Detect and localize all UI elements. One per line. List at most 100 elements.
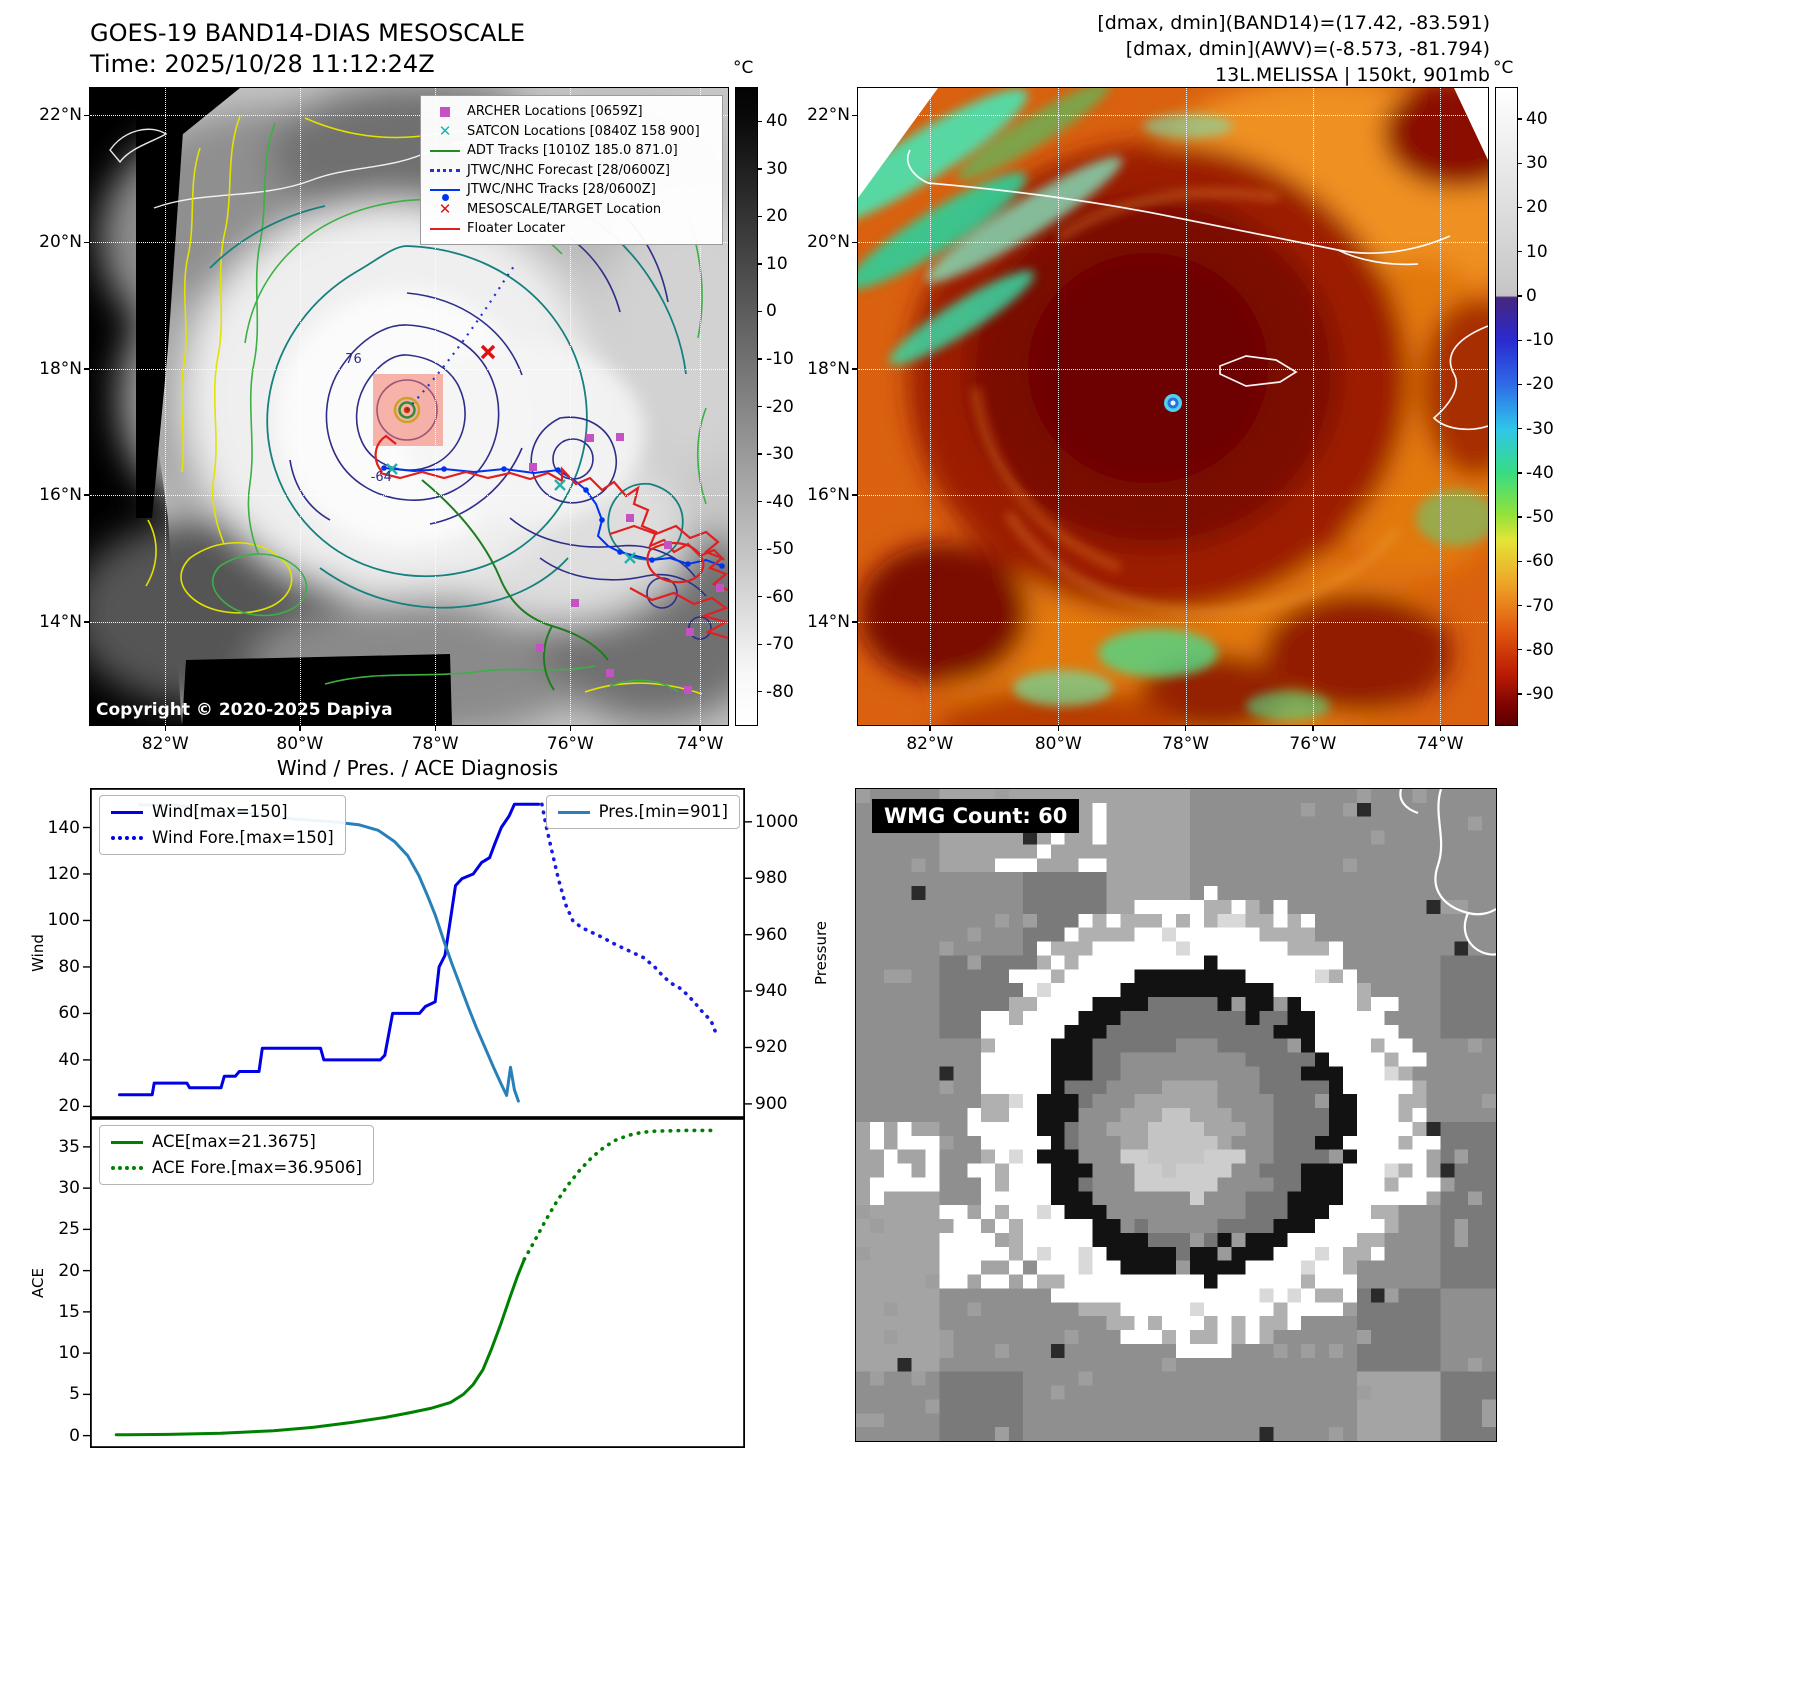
tl-lat-tick [84, 368, 90, 370]
tr-dmax-band14: [dmax, dmin](BAND14)=(17.42, -83.591) [1097, 12, 1490, 34]
tr-colorbar-unit: °C [1493, 58, 1514, 78]
tr-lat-label: 16°N [807, 485, 850, 506]
tl-cbar-tick [757, 405, 762, 408]
tr-cbar-tick [1517, 604, 1522, 607]
ace-ytick-label: 0 [69, 1425, 80, 1446]
tr-cbar-tick [1517, 339, 1522, 341]
legend-label: Wind[max=150] [152, 802, 288, 821]
tl-colorbar [735, 87, 758, 726]
tr-lon-label: 74°W [1416, 734, 1464, 754]
tr-lon-tick [1057, 725, 1060, 731]
tl-lat-tick [84, 494, 90, 496]
wind-yaxis-right-title: Pressure [812, 920, 830, 986]
wind-legend-entry: Pres.[min=901] [557, 802, 728, 822]
tr-lat-tick [852, 494, 858, 496]
tr-lat-label: 22°N [807, 105, 850, 126]
ace-ytick-label: 20 [58, 1260, 80, 1281]
spiral-band-arcs [971, 188, 1402, 617]
tl-lon-gridline [570, 88, 572, 725]
ace-ytick-label: 30 [58, 1178, 80, 1199]
scan-edge-2 [136, 88, 240, 172]
tl-lon-label: 78°W [411, 734, 459, 754]
band14-satellite-image [90, 88, 728, 725]
tl-time: Time: 2025/10/28 11:12:24Z [90, 50, 435, 78]
tr-lat-gridline [858, 368, 1488, 370]
tr-lat-label: 18°N [807, 358, 850, 379]
ace-series-ace-fore- [522, 1128, 715, 1262]
ace-ytick-label: 15 [58, 1301, 80, 1322]
tl-colorbar-gradient [736, 88, 757, 725]
tl-lon-tick [569, 725, 572, 731]
tr-lon-tick [1312, 725, 1314, 731]
legend-label: JTWC/NHC Forecast [28/0600Z] [467, 162, 670, 178]
contours-yellow [145, 115, 703, 695]
tl-lat-label: 20°N [39, 232, 82, 253]
wmg-panel: WMG Count: 60 [855, 788, 1497, 1442]
tr-header-block: [dmax, dmin](BAND14)=(17.42, -83.591) [d… [900, 10, 1490, 88]
wind-ytick-right-label: 980 [755, 868, 788, 889]
tl-lat-label: 14°N [39, 611, 82, 632]
tl-cbar-tick-label: -20 [766, 396, 794, 417]
tl-lon-label: 80°W [276, 734, 324, 754]
legend-label: Floater Locater [467, 221, 566, 236]
mesoscale-target-marker [480, 344, 496, 360]
tl-lat-gridline [90, 621, 728, 623]
tr-lon-gridline [1185, 88, 1187, 725]
map-legend-item: ARCHER Locations [0659Z] [430, 103, 713, 120]
tl-title-block: GOES-19 BAND14-DIAS MESOSCALE Time: 2025… [90, 18, 525, 80]
ace-yaxis-title: ACE [29, 1268, 47, 1298]
tr-cbar-tick-label: -20 [1526, 374, 1554, 395]
legend-x-icon: ✕ [438, 121, 452, 140]
tr-cbar-tick [1517, 206, 1522, 209]
tr-cbar-tick [1517, 560, 1522, 563]
legend-line-sample [111, 1166, 143, 1170]
wind-ytick-right-label: 960 [755, 924, 788, 945]
tl-lon-tick [299, 725, 301, 731]
legend-label: SATCON Locations [0840Z 158 900] [467, 123, 700, 139]
tl-lon-label: 74°W [676, 734, 724, 754]
tl-lon-gridline [165, 88, 167, 725]
tl-cbar-tick-label: -50 [766, 539, 794, 560]
wind-legend-top-right: Pres.[min=901] [545, 795, 740, 829]
tl-cbar-tick-label: -60 [766, 586, 794, 607]
legend-line-sample [557, 810, 590, 814]
tr-lat-gridline [858, 495, 1488, 497]
cold-overshoot-patches [858, 88, 1488, 721]
legend-line-icon [430, 227, 460, 230]
tr-cbar-tick-label: -60 [1526, 551, 1554, 572]
tl-lat-label: 22°N [39, 105, 82, 126]
tr-lat-label: 20°N [807, 232, 850, 253]
wind-legend-entry: Wind Fore.[max=150] [111, 828, 334, 848]
map-legend-item: JTWC/NHC Tracks [28/0600Z] [430, 181, 713, 201]
tl-lon-tick [699, 725, 701, 731]
tl-lat-gridline [90, 242, 728, 244]
tr-cbar-tick-label: 20 [1526, 197, 1548, 218]
map-legend-item: JTWC/NHC Forecast [28/0600Z] [430, 162, 713, 179]
wmg-coastline [1399, 789, 1496, 956]
tr-cbar-tick [1517, 383, 1522, 386]
copyright-text: Copyright © 2020-2025 Dapiya [96, 700, 393, 720]
jtwc-best-track [381, 465, 725, 569]
tr-cbar-tick [1517, 428, 1522, 430]
tl-lon-tick [434, 725, 436, 731]
scan-edge-3 [182, 654, 452, 725]
tl-cbar-tick [757, 310, 762, 313]
legend-label: MESOSCALE/TARGET Location [467, 201, 662, 217]
legend-square-icon [430, 106, 460, 117]
legend-line-sample [111, 1140, 143, 1144]
wind-legend-top-left: Wind[max=150] Wind Fore.[max=150] [99, 795, 346, 855]
tr-storm-status: 13L.MELISSA | 150kt, 901mb [1215, 64, 1490, 86]
tl-cbar-tick [757, 263, 762, 265]
tr-lon-label: 78°W [1162, 734, 1210, 754]
tr-lat-tick [852, 114, 858, 117]
map-legend: ARCHER Locations [0659Z] ✕ SATCON Location… [420, 95, 723, 245]
tl-cbar-tick-label: 10 [766, 253, 788, 274]
wind-ytick-label: 60 [58, 1003, 80, 1024]
tl-lat-tick [84, 241, 90, 243]
legend-label: ACE[max=21.3675] [152, 1132, 316, 1151]
tl-lon-gridline [435, 88, 437, 725]
hurricane-eye [1164, 394, 1182, 412]
tr-dmax-awv: [dmax, dmin](AWV)=(-8.573, -81.794) [1125, 38, 1490, 60]
tr-lon-label: 82°W [906, 734, 954, 754]
